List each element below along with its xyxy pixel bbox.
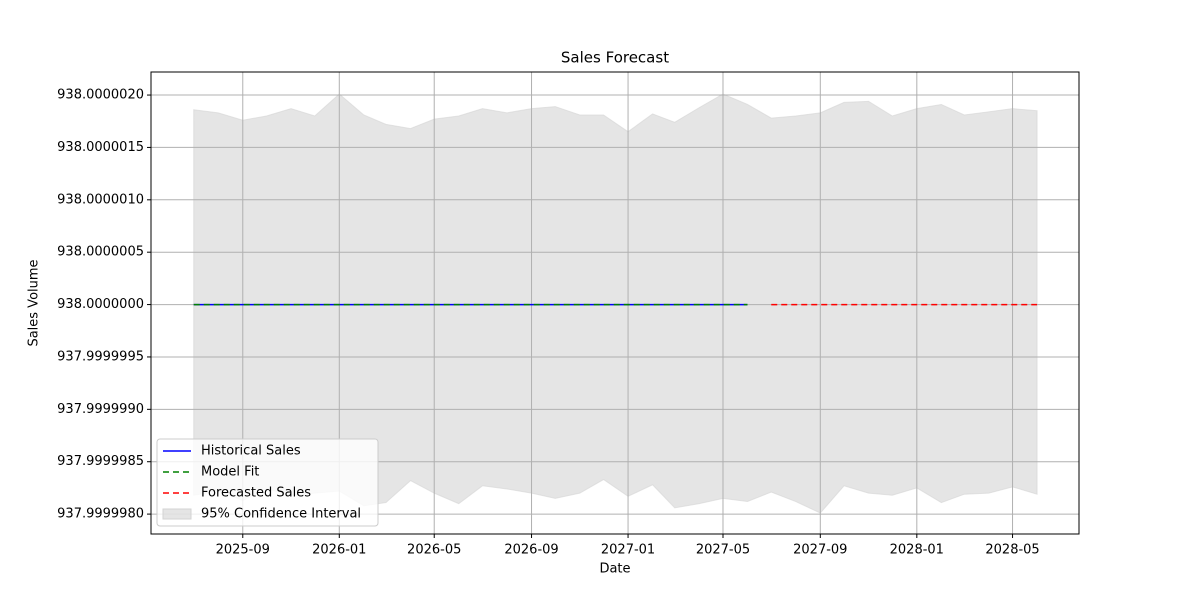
x-tick-label: 2026-09 — [504, 543, 558, 558]
x-tick-label: 2027-01 — [601, 543, 655, 558]
x-tick-label: 2027-05 — [696, 543, 750, 558]
legend-label: 95% Confidence Interval — [201, 507, 361, 522]
legend-box — [156, 438, 379, 527]
x-tick-label: 2025-09 — [216, 543, 270, 558]
x-tick-label: 2027-09 — [793, 543, 847, 558]
y-tick-label: 937.9999995 — [57, 349, 144, 364]
y-tick-label: 938.0000020 — [57, 88, 144, 103]
x-tick-label: 2026-05 — [407, 543, 461, 558]
y-tick-label: 938.0000010 — [57, 192, 144, 207]
x-tick-label: 2026-01 — [312, 543, 366, 558]
y-tick-label: 938.0000005 — [57, 245, 144, 260]
legend: Historical Sales Model Fit Forecasted Sale… — [156, 438, 379, 527]
confidence-band — [193, 93, 1038, 514]
chart-title: Sales Forecast — [561, 49, 669, 67]
y-tick-label: 937.9999990 — [57, 402, 144, 417]
y-tick-label: 937.9999980 — [57, 507, 144, 522]
legend-label: Model Fit — [201, 465, 259, 480]
x-tick-label: 2028-05 — [985, 543, 1039, 558]
y-tick-label: 938.0000000 — [57, 297, 144, 312]
legend-label: Historical Sales — [201, 444, 301, 459]
y-tick-label: 937.9999985 — [57, 454, 144, 469]
y-tick-label: 938.0000015 — [57, 140, 144, 155]
y-axis-label: Sales Volume — [27, 259, 42, 346]
plot-frame — [150, 71, 1080, 535]
legend-swatch — [162, 508, 192, 520]
x-axis-label: Date — [599, 562, 630, 577]
legend-label: Forecasted Sales — [201, 486, 311, 501]
x-tick-label: 2028-01 — [890, 543, 944, 558]
